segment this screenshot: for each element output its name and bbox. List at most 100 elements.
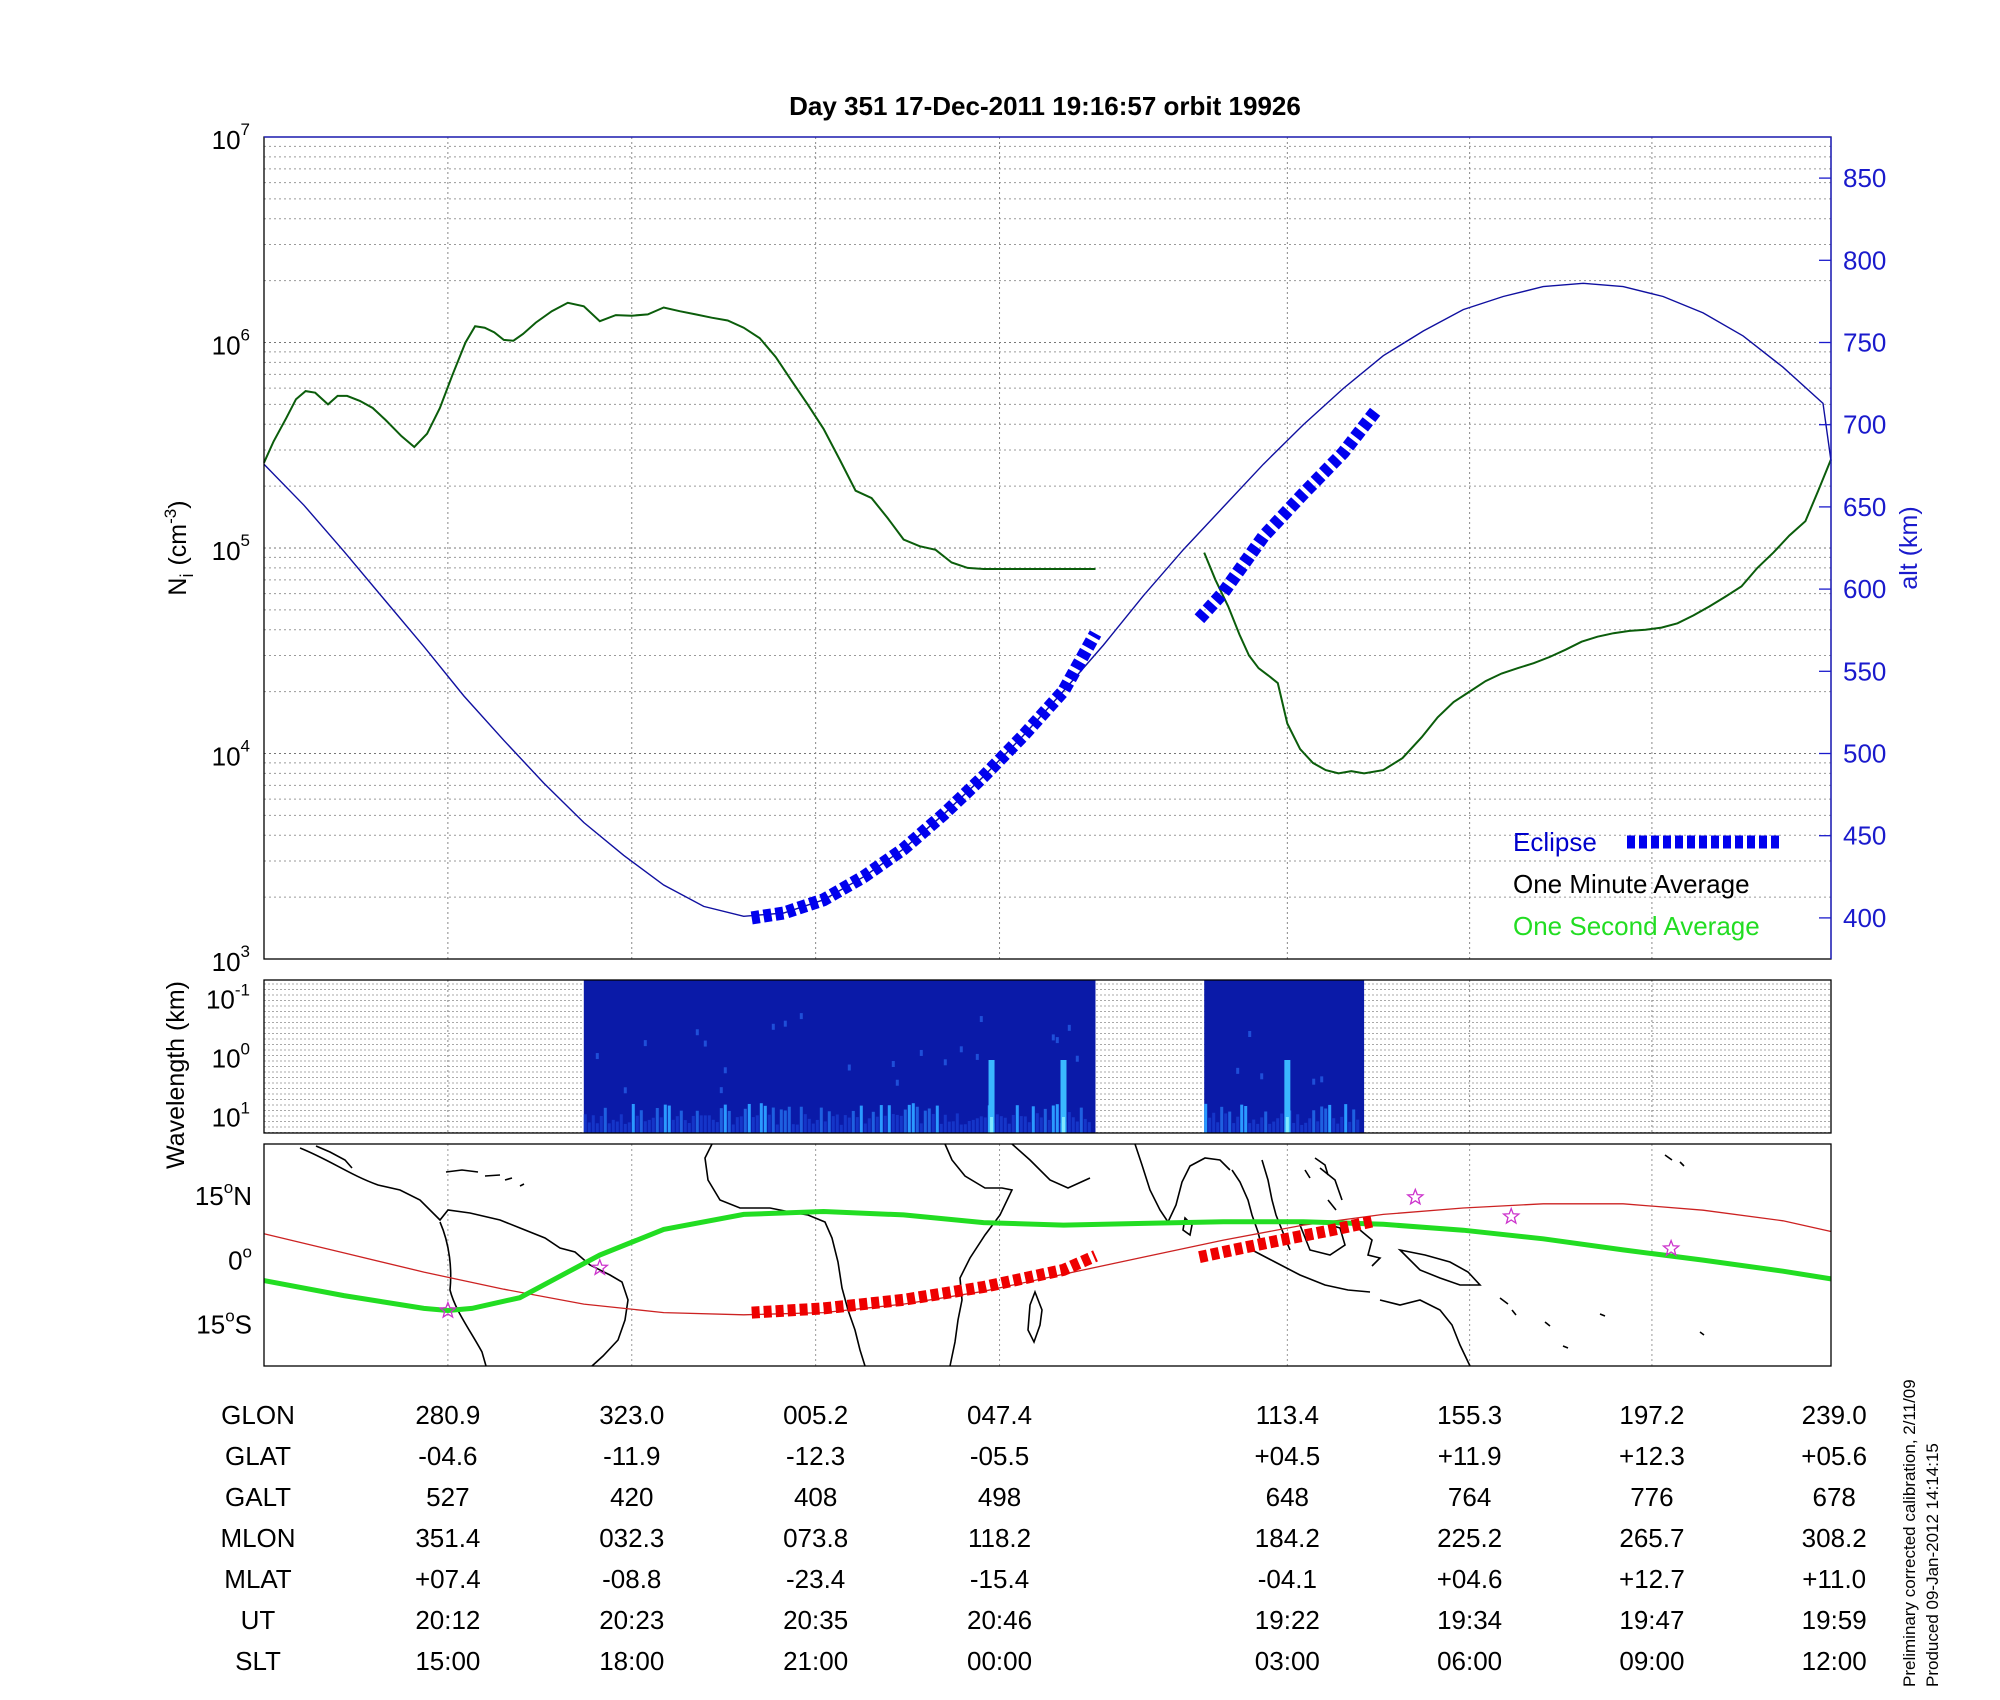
spectrogram-cell [623,1123,627,1133]
spectrogram-cell [1075,1121,1079,1133]
spectrogram-cell [1312,1110,1316,1133]
spectrogram-bright-cell [990,1117,994,1133]
spectrogram-cell [643,1040,647,1047]
ephemeris-value: 15:00 [415,1646,480,1676]
latitude-ticks: 15oN 0o 15oS [195,1178,252,1339]
spectrogram-cell [1216,1122,1220,1133]
spectrogram-cell [895,1079,899,1086]
spectrogram-cell [687,1123,691,1133]
spectrogram-bright-cell [1060,1060,1067,1133]
calibration-note: Preliminary corrected calibration, 2/11/… [1900,1379,1919,1687]
coastline-south-america [299,1147,629,1367]
spectrogram-cell [603,1107,607,1133]
ephemeris-table: GLON GLAT GALT MLON MLAT UT SLT 280.9 -04.6 527 35… [220,1400,1867,1676]
spectrogram-cell [1256,1123,1260,1133]
spectrogram-cell [735,1117,739,1133]
spectrogram-cell [1039,1117,1043,1133]
spectrogram-cell [711,1119,715,1133]
ephemeris-value: 20:12 [415,1605,480,1635]
spectrogram-cell [891,1114,895,1133]
spectrogram-cell [615,1121,619,1133]
spectrogram-block [1204,980,1365,1133]
spectrogram-cell [959,1124,963,1133]
spectrogram-cell [695,1110,699,1133]
spectrogram-cell [723,1104,727,1133]
ephemeris-value: -04.1 [1258,1564,1317,1594]
spectrogram-cell [743,1108,747,1133]
ephemeris-value: 06:00 [1437,1646,1502,1676]
spectrogram-cell [1075,1055,1079,1062]
spectrogram-cell [1220,1106,1224,1133]
spectrogram-cell [763,1105,767,1133]
spectrogram-cell [947,1121,951,1133]
spectrogram-cell [919,1123,923,1133]
wavelength-frame [263,979,1832,1134]
ephemeris-value: 764 [1448,1482,1491,1512]
legend: Eclipse One Minute Average One Second Av… [1513,827,1779,941]
spectrogram-cell [799,1013,803,1020]
spectrogram-cell [883,1115,887,1133]
spectrogram-cell [975,1118,979,1133]
ephemeris-value: 21:00 [783,1646,848,1676]
ephemeris-value: 498 [978,1482,1021,1512]
ground-track-line [263,1208,1832,1314]
ephemeris-value: -12.3 [786,1441,845,1471]
spectrogram-cell [619,1114,623,1133]
spectrogram-cell [1244,1105,1248,1133]
ephemeris-value: +04.6 [1437,1564,1503,1594]
ephemeris-value: -11.9 [603,1441,660,1471]
density-tick-label: 105 [212,531,250,566]
wavelength-tick-label: 101 [212,1098,250,1132]
ephemeris-value: 197.2 [1619,1400,1684,1430]
spectrogram-cell [675,1116,679,1133]
spectrogram-cell [907,1104,911,1133]
star-marker [1405,1187,1425,1206]
spectrogram-cell [815,1119,819,1133]
eclipse-altitude-segment [750,630,1102,925]
altitude-tick-label: 750 [1843,328,1886,358]
spectrogram-cell [747,1103,751,1133]
latitude-hemisphere: N [233,1181,252,1211]
spectrogram-cell [903,1109,907,1133]
ephemeris-value: 113.4 [1256,1400,1319,1430]
ephemeris-row-label: GLAT [225,1441,291,1471]
spectrogram-cell [1027,1122,1031,1133]
spectrogram-cell [983,1117,987,1133]
spectrogram-cell [919,1049,923,1056]
spectrogram-cell [1051,1034,1055,1041]
spectrogram-cell [631,1103,635,1133]
legend-eclipse-label: Eclipse [1513,827,1597,857]
spectrogram-cell [1236,1067,1240,1074]
spectrogram-cell [923,1110,927,1133]
spectrogram-cell [799,1106,803,1133]
density-line [263,301,1096,570]
spectrogram-cell [767,1114,771,1133]
spectrogram-cell [683,1120,687,1133]
ephemeris-value: -08.8 [602,1564,661,1594]
coastline-madagascar [1027,1289,1043,1345]
spectrogram-cell [1083,1118,1087,1133]
spectrogram-cell [1292,1122,1296,1133]
coastline-malay [1261,1159,1291,1251]
density-tick-exponent: 4 [241,737,250,756]
spectrogram-cell [1264,1111,1268,1133]
coastline-philippines-west [1319,1167,1343,1211]
star-marker [1661,1238,1681,1257]
eclipse-track-segment [1198,1214,1377,1263]
spectrogram-cell [651,1117,655,1133]
spectrogram-cell [1252,1119,1256,1133]
spectrogram-cell [951,1121,955,1133]
ephemeris-value: 527 [426,1482,469,1512]
ephemeris-value: 047.4 [967,1400,1032,1430]
ephemeris-value: +11.9 [1438,1441,1502,1471]
spectrogram-cell [783,1110,787,1133]
ephemeris-row-label: UT [241,1605,276,1635]
spectrogram-cell [731,1124,735,1133]
coastlines [299,1143,1705,1367]
spectrogram-cell [1304,1122,1308,1133]
spectrogram-cell [1316,1121,1320,1133]
eclipse-altitude-segment [1194,407,1381,624]
spectrogram-cell [1204,1103,1208,1133]
density-y-ticks: 103 104 105 106 107 [212,120,250,977]
